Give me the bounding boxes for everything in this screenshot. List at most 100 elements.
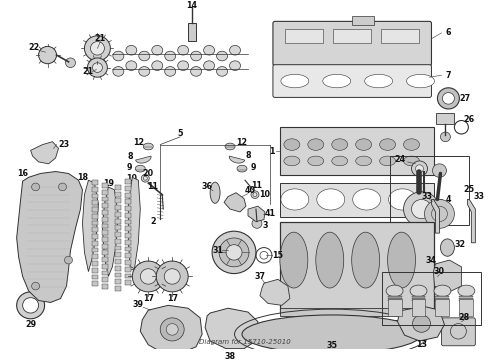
Ellipse shape <box>143 143 153 150</box>
Bar <box>460 296 473 297</box>
Ellipse shape <box>365 74 392 88</box>
Ellipse shape <box>210 182 220 203</box>
Text: 4: 4 <box>446 195 451 204</box>
Ellipse shape <box>152 61 163 71</box>
Ellipse shape <box>283 321 303 336</box>
Bar <box>115 185 122 190</box>
Ellipse shape <box>281 74 309 88</box>
Circle shape <box>93 63 102 72</box>
Text: 6: 6 <box>446 28 451 37</box>
Ellipse shape <box>404 156 419 166</box>
Circle shape <box>253 193 257 197</box>
Circle shape <box>160 318 184 341</box>
Circle shape <box>251 191 259 198</box>
Bar <box>93 234 98 239</box>
Circle shape <box>413 315 431 332</box>
Ellipse shape <box>165 67 176 76</box>
Bar <box>280 222 435 313</box>
Bar <box>382 272 481 325</box>
Circle shape <box>58 183 67 191</box>
Bar <box>280 320 435 337</box>
Bar <box>115 212 122 217</box>
Bar <box>93 180 98 185</box>
Ellipse shape <box>407 74 435 88</box>
Text: 24: 24 <box>394 154 405 163</box>
Bar <box>115 246 122 251</box>
Polygon shape <box>17 171 82 302</box>
Bar <box>390 156 469 225</box>
Bar <box>102 264 108 269</box>
Text: 17: 17 <box>167 294 178 303</box>
Bar <box>102 224 108 228</box>
Ellipse shape <box>441 239 454 256</box>
Bar <box>115 205 122 210</box>
Bar <box>93 254 98 259</box>
Polygon shape <box>397 306 444 341</box>
Text: 12: 12 <box>133 138 144 147</box>
Bar <box>460 298 473 299</box>
Text: 11: 11 <box>251 180 263 189</box>
Bar <box>412 296 425 297</box>
Text: 23: 23 <box>58 140 69 149</box>
Ellipse shape <box>410 285 427 297</box>
Text: 17: 17 <box>143 294 154 303</box>
Circle shape <box>87 58 107 77</box>
Ellipse shape <box>353 189 381 210</box>
Ellipse shape <box>237 165 247 172</box>
Bar <box>125 179 131 184</box>
Text: 10: 10 <box>259 190 270 199</box>
Text: 8: 8 <box>127 152 133 161</box>
Bar <box>125 233 131 238</box>
Bar <box>280 183 435 217</box>
Polygon shape <box>30 142 58 164</box>
Ellipse shape <box>308 139 324 150</box>
Ellipse shape <box>389 189 416 210</box>
Bar <box>388 298 401 316</box>
Text: 22: 22 <box>28 43 39 52</box>
Bar <box>93 214 98 219</box>
Circle shape <box>65 256 73 264</box>
Bar <box>285 29 323 42</box>
Text: 5: 5 <box>177 129 183 138</box>
Circle shape <box>252 219 262 228</box>
Circle shape <box>66 58 75 68</box>
Bar <box>102 210 108 215</box>
Ellipse shape <box>317 189 345 210</box>
Text: 9: 9 <box>126 163 132 172</box>
Bar <box>93 207 98 212</box>
Text: 35: 35 <box>326 341 337 350</box>
Circle shape <box>438 88 460 109</box>
Text: 12: 12 <box>237 138 247 147</box>
Text: 21: 21 <box>95 34 106 43</box>
Ellipse shape <box>229 61 241 71</box>
Circle shape <box>132 261 164 292</box>
Bar <box>93 268 98 273</box>
Text: 28: 28 <box>459 313 470 322</box>
Text: 29: 29 <box>25 320 36 329</box>
Bar <box>381 29 418 42</box>
Circle shape <box>17 292 45 319</box>
Ellipse shape <box>352 232 380 288</box>
Polygon shape <box>432 199 440 233</box>
Bar <box>280 308 435 316</box>
Ellipse shape <box>281 189 309 210</box>
Ellipse shape <box>332 156 348 166</box>
Polygon shape <box>136 156 151 163</box>
Ellipse shape <box>217 67 227 76</box>
Ellipse shape <box>388 232 416 288</box>
Text: 16: 16 <box>17 169 28 178</box>
Text: 31: 31 <box>213 246 223 255</box>
Bar <box>125 253 131 258</box>
Bar <box>102 251 108 255</box>
Circle shape <box>424 199 454 228</box>
Ellipse shape <box>284 139 300 150</box>
Circle shape <box>32 282 40 290</box>
Text: 33: 33 <box>422 192 433 201</box>
Circle shape <box>39 46 56 64</box>
Ellipse shape <box>178 45 189 55</box>
Ellipse shape <box>404 139 419 150</box>
Bar <box>412 298 425 299</box>
Ellipse shape <box>343 321 363 336</box>
Bar <box>412 300 425 301</box>
Ellipse shape <box>356 156 371 166</box>
